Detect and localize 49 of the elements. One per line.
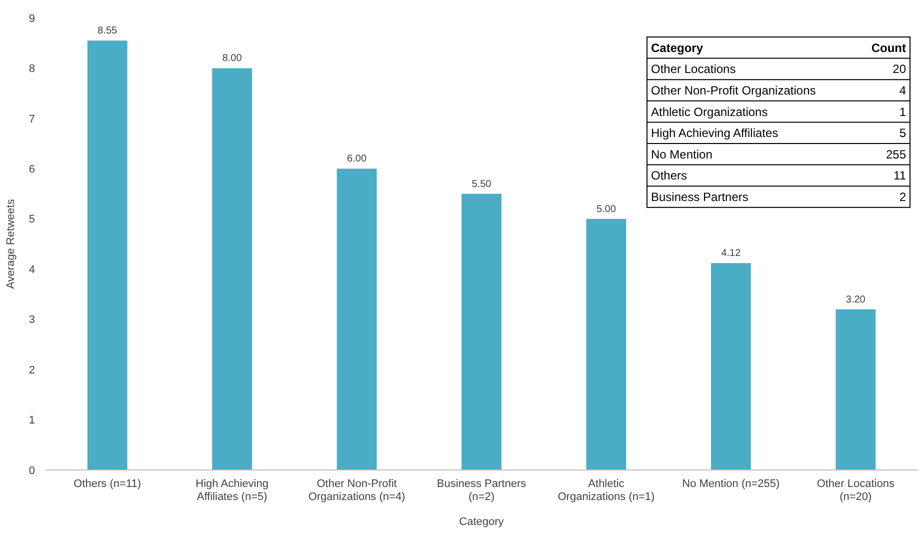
annotation: High Achieving Affiliates (651, 126, 778, 140)
annotation: 11 (894, 168, 906, 183)
annotation: 5 (899, 126, 906, 140)
annotation: Category (651, 40, 704, 55)
annotation: 20 (892, 62, 906, 76)
annotation: 1 (899, 104, 906, 119)
bar (87, 40, 128, 470)
bar (836, 309, 876, 470)
x-tick-label: Business Partners (n=2) (436, 478, 527, 503)
y-tick-label: 9 (28, 12, 35, 25)
bar (212, 68, 252, 470)
data-label: 8.55 (98, 26, 118, 37)
x-tick-label: Other Non-Profit Organizations (n=4) (308, 478, 406, 503)
annotation: Other Non-Profit Organizations (651, 83, 816, 98)
y-tick-label: 8 (28, 63, 35, 76)
annotation: 255 (886, 147, 906, 162)
annotation: Others (651, 168, 688, 183)
x-tick-label: Athletic Organizations (n=1) (558, 478, 655, 503)
y-tick-label: 3 (28, 314, 35, 326)
y-tick-label: 6 (28, 164, 35, 176)
annotation: 2 (899, 190, 906, 204)
annotation: Count (871, 40, 906, 55)
y-tick-label: 7 (28, 113, 35, 126)
y-tick-label: 1 (28, 414, 35, 427)
bar (710, 263, 751, 470)
y-tick-label: 0 (28, 464, 35, 477)
data-label: 5.50 (472, 178, 492, 190)
y-tick-label: 2 (28, 364, 35, 376)
bar (586, 218, 626, 470)
x-tick-label: Others (n=11) (74, 478, 142, 490)
bar (336, 168, 377, 470)
data-label: 5.00 (596, 204, 616, 215)
x-tick-label: No Mention (n=255) (682, 478, 780, 490)
y-tick-label: 5 (28, 214, 35, 226)
annotation: 4 (899, 83, 906, 98)
annotation: Athletic Organizations (651, 104, 768, 119)
annotation: No Mention (651, 147, 712, 162)
annotation: Other Locations (651, 62, 736, 76)
x-axis-title: Category (459, 516, 504, 528)
data-label: 4.12 (721, 248, 742, 260)
bar (462, 194, 502, 470)
y-tick-label: 4 (28, 264, 35, 276)
x-tick-label: High Achieving Affiliates (n=5) (196, 478, 268, 503)
annotation: Business Partners (651, 190, 748, 204)
x-tick-label: Other Locations (n=20) (816, 478, 895, 503)
data-label: 6.00 (347, 154, 367, 165)
data-label: 8.00 (222, 53, 242, 64)
y-axis-title: Average Retweets (5, 198, 17, 289)
data-label: 3.20 (846, 294, 866, 306)
